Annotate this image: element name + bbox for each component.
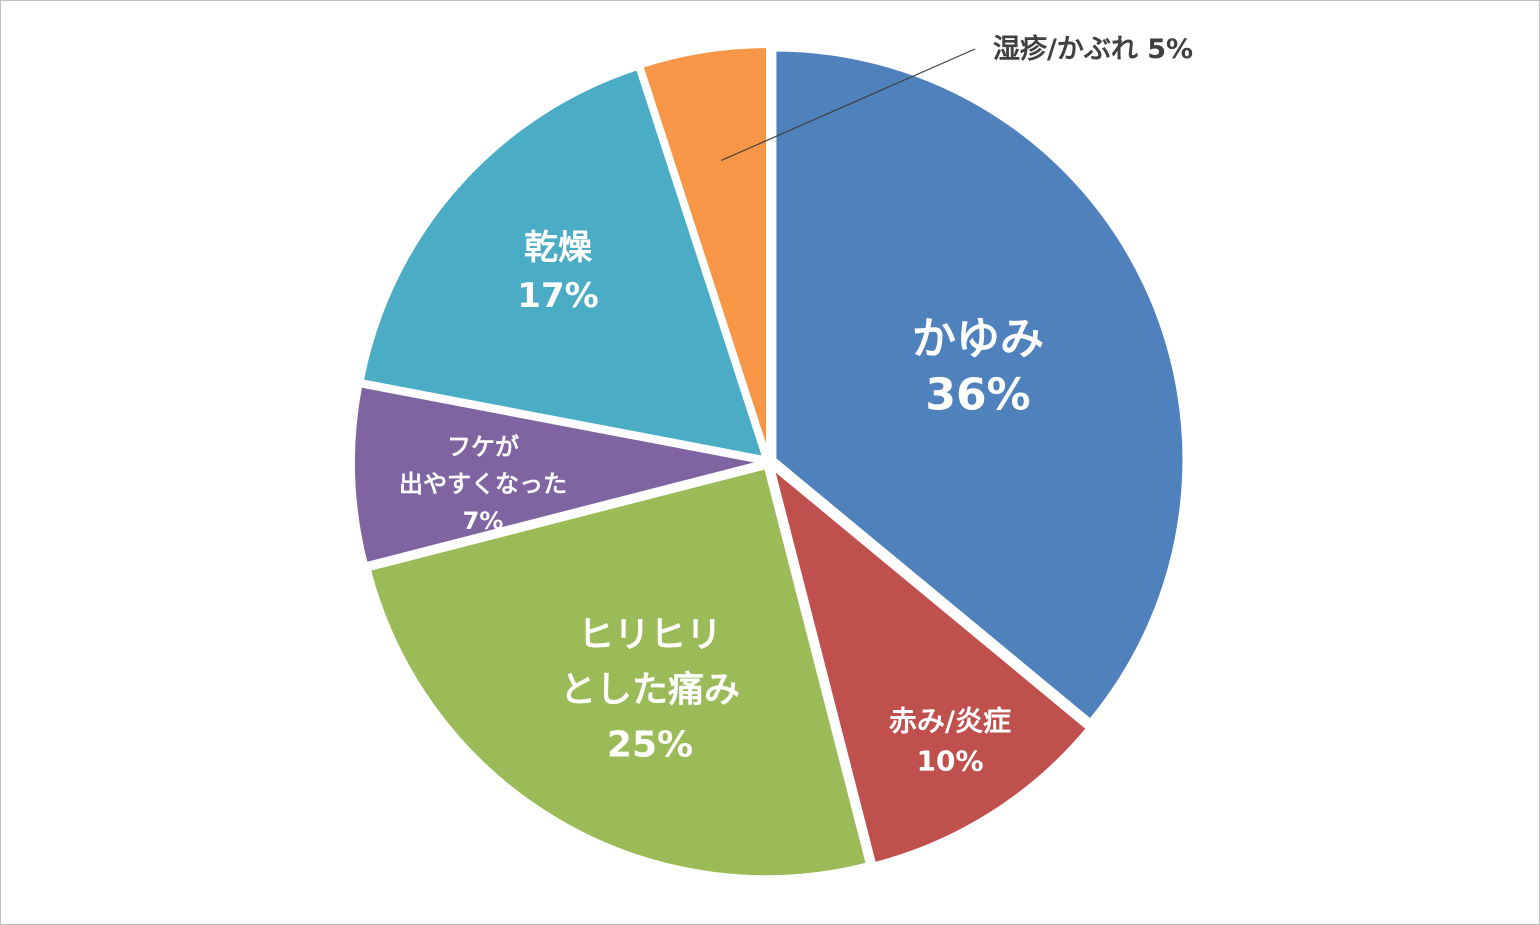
slice-label: 乾燥 — [524, 228, 593, 268]
slice-label: 湿疹/かぶれ 5% — [993, 33, 1193, 65]
slice-label: ヒリヒリ — [578, 615, 722, 656]
slice-label: 出やすくなった — [399, 470, 567, 498]
slice-label: とした痛み — [560, 670, 740, 711]
pie-slice — [366, 464, 871, 880]
pie-slice — [351, 383, 764, 567]
leader-line — [720, 48, 976, 162]
slice-label: 10% — [916, 745, 983, 778]
pie-slice — [638, 44, 771, 457]
slice-label: 赤み/炎症 — [889, 705, 1011, 738]
slice-label: フケが — [447, 433, 519, 461]
pie-slices — [351, 44, 1187, 880]
slice-label: かゆみ — [912, 314, 1044, 365]
slice-label: 25% — [607, 725, 693, 766]
slice-label: 36% — [925, 370, 1030, 421]
pie-slice — [768, 461, 1091, 867]
slice-label: 17% — [517, 276, 598, 316]
pie-slice — [772, 47, 1187, 724]
slice-label: 7% — [463, 507, 504, 535]
pie-slice — [359, 65, 768, 461]
